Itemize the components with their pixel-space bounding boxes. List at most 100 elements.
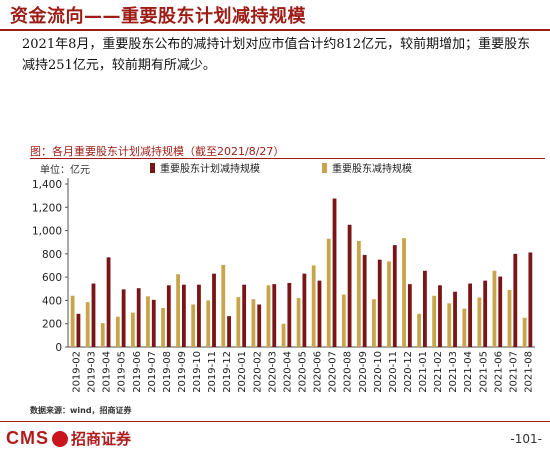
legend-label: 重要股东减持规模 [332, 162, 412, 175]
bar-planned-2021-03 [453, 291, 457, 347]
x-tick-label: 2021-06 [493, 351, 504, 393]
y-tick-label: 1,200 [32, 202, 62, 214]
x-tick-label: 2021-07 [508, 351, 519, 393]
bar-executed-2021-01 [417, 313, 422, 347]
bar-planned-2020-04 [287, 282, 292, 347]
bar-executed-2020-04 [281, 323, 286, 347]
bar-planned-2019-02 [76, 313, 81, 347]
x-tick-label: 2021-04 [463, 351, 474, 393]
bar-executed-2019-08 [161, 307, 165, 347]
bar-executed-2019-07 [146, 296, 150, 347]
bar-planned-2021-07 [513, 253, 518, 347]
x-tick-label: 2020-06 [313, 351, 324, 393]
x-tick-label: 2019-02 [72, 351, 83, 393]
legend-swatch [150, 163, 155, 173]
bar-executed-2019-03 [85, 302, 90, 347]
x-tick-label: 2021-01 [418, 351, 429, 393]
x-tick-label: 2020-02 [252, 351, 263, 393]
x-tick-label: 2020-03 [267, 351, 278, 393]
y-tick-label: 600 [42, 272, 62, 284]
bar-planned-2020-08 [347, 224, 352, 347]
x-tick-label: 2019-09 [177, 351, 188, 393]
bar-executed-2020-02 [251, 299, 256, 347]
bar-executed-2019-10 [191, 304, 196, 347]
bar-executed-2020-03 [266, 285, 271, 347]
chart-title-divider [30, 158, 545, 159]
x-tick-label: 2020-05 [298, 351, 309, 393]
footer-divider [0, 421, 550, 422]
x-tick-label: 2020-04 [282, 351, 293, 393]
bar-planned-2020-06 [317, 280, 322, 347]
logo-text: CMS [6, 428, 49, 448]
bar-executed-2020-05 [296, 298, 301, 347]
bar-executed-2019-12 [221, 264, 226, 347]
x-tick-label: 2021-03 [448, 351, 459, 393]
y-tick-label: 400 [42, 295, 62, 307]
legend-label: 重要股东计划减持规模 [160, 162, 260, 175]
x-tick-label: 2020-01 [237, 351, 248, 393]
bar-planned-2019-07 [151, 299, 156, 347]
bar-planned-2019-05 [121, 289, 126, 347]
bar-planned-2019-11 [212, 273, 216, 347]
bar-executed-2020-06 [311, 265, 316, 347]
x-tick-label: 2020-10 [373, 351, 384, 393]
summary-text: 2021年8月，重要股东公布的减持计划对应市值合计约812亿元，较前期增加；重要… [22, 37, 531, 73]
bar-planned-2020-05 [302, 273, 307, 347]
y-tick-label: 1,000 [32, 226, 62, 238]
bar-planned-2019-12 [227, 316, 231, 347]
bar-planned-2020-02 [257, 304, 262, 347]
x-tick-label: 2019-10 [192, 351, 203, 393]
logo-emblem-icon [52, 430, 68, 447]
x-tick-label: 2021-05 [478, 351, 489, 393]
x-tick-label: 2019-11 [207, 351, 218, 393]
bar-executed-2019-09 [176, 274, 180, 347]
x-tick-label: 2019-12 [222, 351, 233, 393]
bar-planned-2020-11 [392, 245, 397, 347]
x-tick-label: 2020-09 [358, 351, 369, 393]
bar-executed-2021-07 [507, 289, 512, 347]
y-tick-label: 0 [55, 342, 62, 354]
bar-executed-2020-01 [236, 296, 241, 347]
legend-swatch [322, 163, 327, 173]
x-tick-label: 2020-11 [388, 351, 399, 393]
bar-executed-2020-09 [356, 241, 361, 347]
bar-planned-2021-08 [528, 252, 533, 347]
chart-title: 图：各月重要股东计划减持规模（截至2021/8/27） [30, 145, 285, 158]
bar-planned-2020-12 [407, 284, 412, 347]
bar-planned-2019-08 [166, 285, 171, 347]
y-tick-label: 800 [42, 249, 62, 261]
page-title: 资金流向——重要股东计划减持规模 [10, 6, 306, 27]
page-number: -101- [510, 432, 542, 446]
bar-planned-2021-05 [483, 280, 488, 347]
bar-executed-2020-12 [402, 238, 406, 347]
bar-planned-2020-09 [362, 255, 367, 347]
bar-planned-2019-10 [197, 284, 201, 347]
bar-executed-2021-06 [492, 270, 497, 347]
bar-executed-2020-07 [326, 238, 331, 347]
bar-planned-2021-06 [498, 276, 503, 347]
bar-planned-2021-01 [423, 270, 427, 347]
x-tick-label: 2021-02 [433, 351, 444, 393]
bar-planned-2021-02 [438, 285, 442, 347]
y-axis-unit-label: 单位：亿元 [40, 163, 90, 176]
bar-executed-2021-03 [447, 303, 452, 347]
x-tick-label: 2019-08 [162, 351, 173, 393]
bar-executed-2021-02 [432, 295, 437, 347]
x-tick-label: 2019-03 [87, 351, 98, 393]
x-tick-label: 2019-04 [102, 351, 113, 393]
bar-planned-2020-10 [377, 259, 382, 347]
y-tick-label: 200 [42, 319, 62, 331]
title-divider [0, 29, 550, 31]
bar-executed-2020-10 [372, 299, 376, 347]
bar-executed-2019-11 [206, 300, 211, 347]
bar-executed-2021-04 [462, 308, 467, 347]
bar-executed-2020-08 [341, 294, 346, 347]
x-tick-label: 2019-06 [132, 351, 143, 393]
bar-planned-2019-04 [106, 257, 111, 347]
y-tick-label: 1,400 [32, 179, 62, 191]
x-tick-label: 2020-07 [328, 351, 339, 393]
bar-executed-2019-02 [70, 295, 75, 347]
data-source: 数据来源：wind，招商证券 [30, 406, 132, 415]
company-logo: CMS 招商证券 [6, 428, 131, 449]
bar-executed-2020-11 [387, 261, 391, 347]
